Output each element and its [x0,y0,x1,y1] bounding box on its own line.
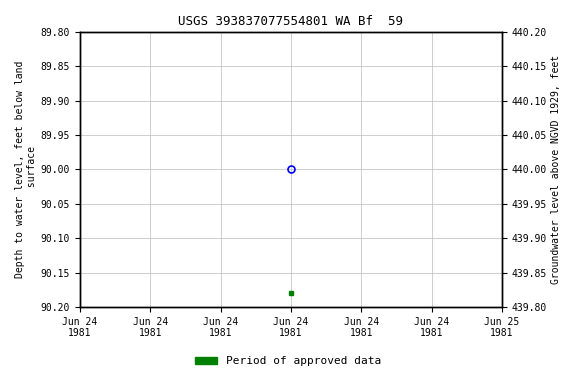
Legend: Period of approved data: Period of approved data [191,352,385,371]
Y-axis label: Depth to water level, feet below land
 surface: Depth to water level, feet below land su… [15,61,37,278]
Y-axis label: Groundwater level above NGVD 1929, feet: Groundwater level above NGVD 1929, feet [551,55,561,284]
Title: USGS 393837077554801 WA Bf  59: USGS 393837077554801 WA Bf 59 [179,15,403,28]
